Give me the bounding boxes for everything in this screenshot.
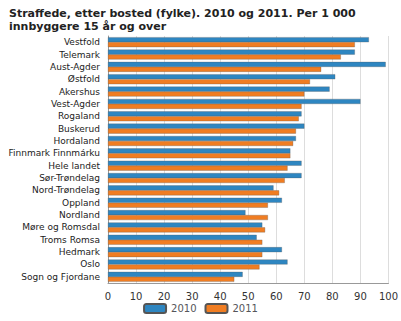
- svg-text:Sør-Trøndelag: Sør-Trøndelag: [39, 173, 100, 183]
- svg-text:Hedmark: Hedmark: [59, 247, 101, 257]
- svg-text:Buskerud: Buskerud: [58, 124, 100, 134]
- svg-text:60: 60: [270, 291, 283, 302]
- svg-text:2011: 2011: [233, 303, 258, 314]
- svg-text:80: 80: [326, 291, 339, 302]
- svg-text:Nord-Trøndelag: Nord-Trøndelag: [32, 185, 100, 195]
- svg-text:Nordland: Nordland: [59, 210, 100, 220]
- svg-text:70: 70: [298, 291, 311, 302]
- svg-text:Vest-Agder: Vest-Agder: [51, 99, 100, 109]
- svg-text:2010: 2010: [171, 303, 196, 314]
- svg-text:Akershus: Akershus: [59, 87, 100, 97]
- svg-text:30: 30: [186, 291, 199, 302]
- svg-text:Østfold: Østfold: [68, 74, 100, 84]
- svg-text:Telemark: Telemark: [58, 50, 101, 60]
- svg-text:Vestfold: Vestfold: [64, 37, 100, 47]
- svg-text:10: 10: [130, 291, 143, 302]
- svg-text:50: 50: [242, 291, 255, 302]
- svg-text:40: 40: [214, 291, 227, 302]
- svg-text:100: 100: [379, 291, 398, 302]
- svg-text:Rogaland: Rogaland: [58, 111, 100, 121]
- svg-text:innbyggere 15 år og over: innbyggere 15 år og over: [9, 20, 167, 33]
- svg-text:Hordaland: Hordaland: [54, 136, 100, 146]
- svg-text:Straffede, etter bosted (fylke: Straffede, etter bosted (fylke). 2010 og…: [9, 7, 360, 20]
- svg-text:90: 90: [354, 291, 367, 302]
- svg-text:20: 20: [158, 291, 171, 302]
- svg-text:Oppland: Oppland: [62, 198, 100, 208]
- svg-text:Oslo: Oslo: [80, 259, 100, 269]
- svg-text:Troms Romsa: Troms Romsa: [39, 235, 100, 245]
- svg-text:Møre og Romsdal: Møre og Romsdal: [22, 222, 100, 232]
- svg-text:Sogn og Fjordane: Sogn og Fjordane: [21, 272, 100, 282]
- svg-text:Aust-Agder: Aust-Agder: [50, 62, 100, 72]
- svg-text:Hele landet: Hele landet: [48, 161, 100, 171]
- svg-text:0: 0: [105, 291, 111, 302]
- svg-text:Finnmark Finnmárku: Finnmark Finnmárku: [8, 148, 100, 158]
